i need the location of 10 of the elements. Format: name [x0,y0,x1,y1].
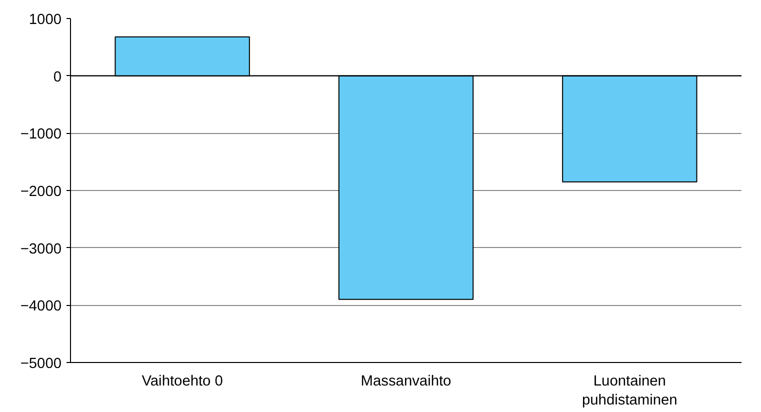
y-tick-label: −3000 [20,241,62,258]
y-tick-label: −5000 [20,356,62,372]
y-tick-label: −2000 [20,184,62,200]
x-tick-label: Massanvaihto [360,374,452,390]
x-tick-label: Vaihtoehto 0 [142,374,223,390]
y-tick-label: 1000 [28,12,62,28]
x-tick-label: Luontainen puhdistaminen [582,374,678,409]
y-tick-label: 0 [53,69,62,86]
y-tick-label: −1000 [20,126,62,143]
y-tick-label: −4000 [20,298,62,315]
